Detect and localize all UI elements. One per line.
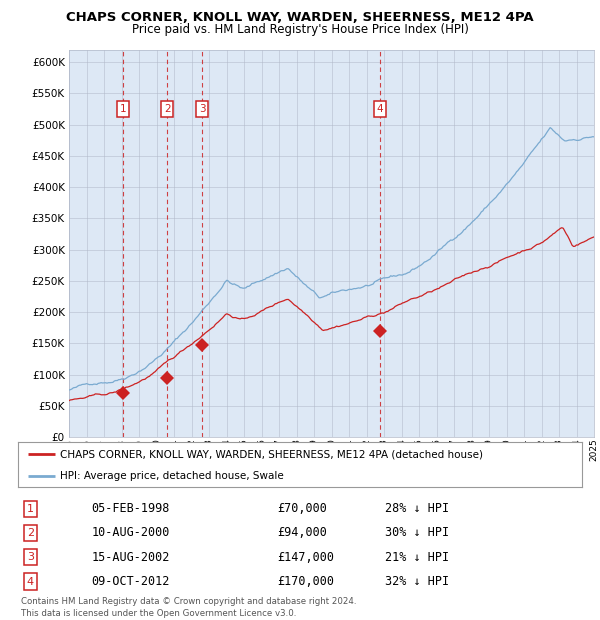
Text: £70,000: £70,000 (277, 502, 328, 515)
Text: 28% ↓ HPI: 28% ↓ HPI (385, 502, 449, 515)
Text: 21% ↓ HPI: 21% ↓ HPI (385, 551, 449, 564)
Text: £170,000: £170,000 (277, 575, 334, 588)
Text: Price paid vs. HM Land Registry's House Price Index (HPI): Price paid vs. HM Land Registry's House … (131, 23, 469, 36)
Text: HPI: Average price, detached house, Swale: HPI: Average price, detached house, Swal… (60, 471, 284, 480)
Text: 4: 4 (27, 577, 34, 587)
Text: Contains HM Land Registry data © Crown copyright and database right 2024.
This d: Contains HM Land Registry data © Crown c… (21, 596, 356, 618)
Text: 32% ↓ HPI: 32% ↓ HPI (385, 575, 449, 588)
Text: 30% ↓ HPI: 30% ↓ HPI (385, 526, 449, 539)
Text: CHAPS CORNER, KNOLL WAY, WARDEN, SHEERNESS, ME12 4PA: CHAPS CORNER, KNOLL WAY, WARDEN, SHEERNE… (66, 11, 534, 24)
Text: 3: 3 (199, 104, 206, 114)
Text: 3: 3 (27, 552, 34, 562)
Text: 10-AUG-2000: 10-AUG-2000 (91, 526, 170, 539)
Text: £94,000: £94,000 (277, 526, 328, 539)
Text: 09-OCT-2012: 09-OCT-2012 (91, 575, 170, 588)
Text: 1: 1 (120, 104, 127, 114)
Text: 4: 4 (377, 104, 383, 114)
Text: 2: 2 (27, 528, 34, 538)
Text: 15-AUG-2002: 15-AUG-2002 (91, 551, 170, 564)
Text: 1: 1 (27, 503, 34, 514)
Text: 05-FEB-1998: 05-FEB-1998 (91, 502, 170, 515)
Text: 2: 2 (164, 104, 170, 114)
Text: CHAPS CORNER, KNOLL WAY, WARDEN, SHEERNESS, ME12 4PA (detached house): CHAPS CORNER, KNOLL WAY, WARDEN, SHEERNE… (60, 449, 484, 459)
Text: £147,000: £147,000 (277, 551, 334, 564)
